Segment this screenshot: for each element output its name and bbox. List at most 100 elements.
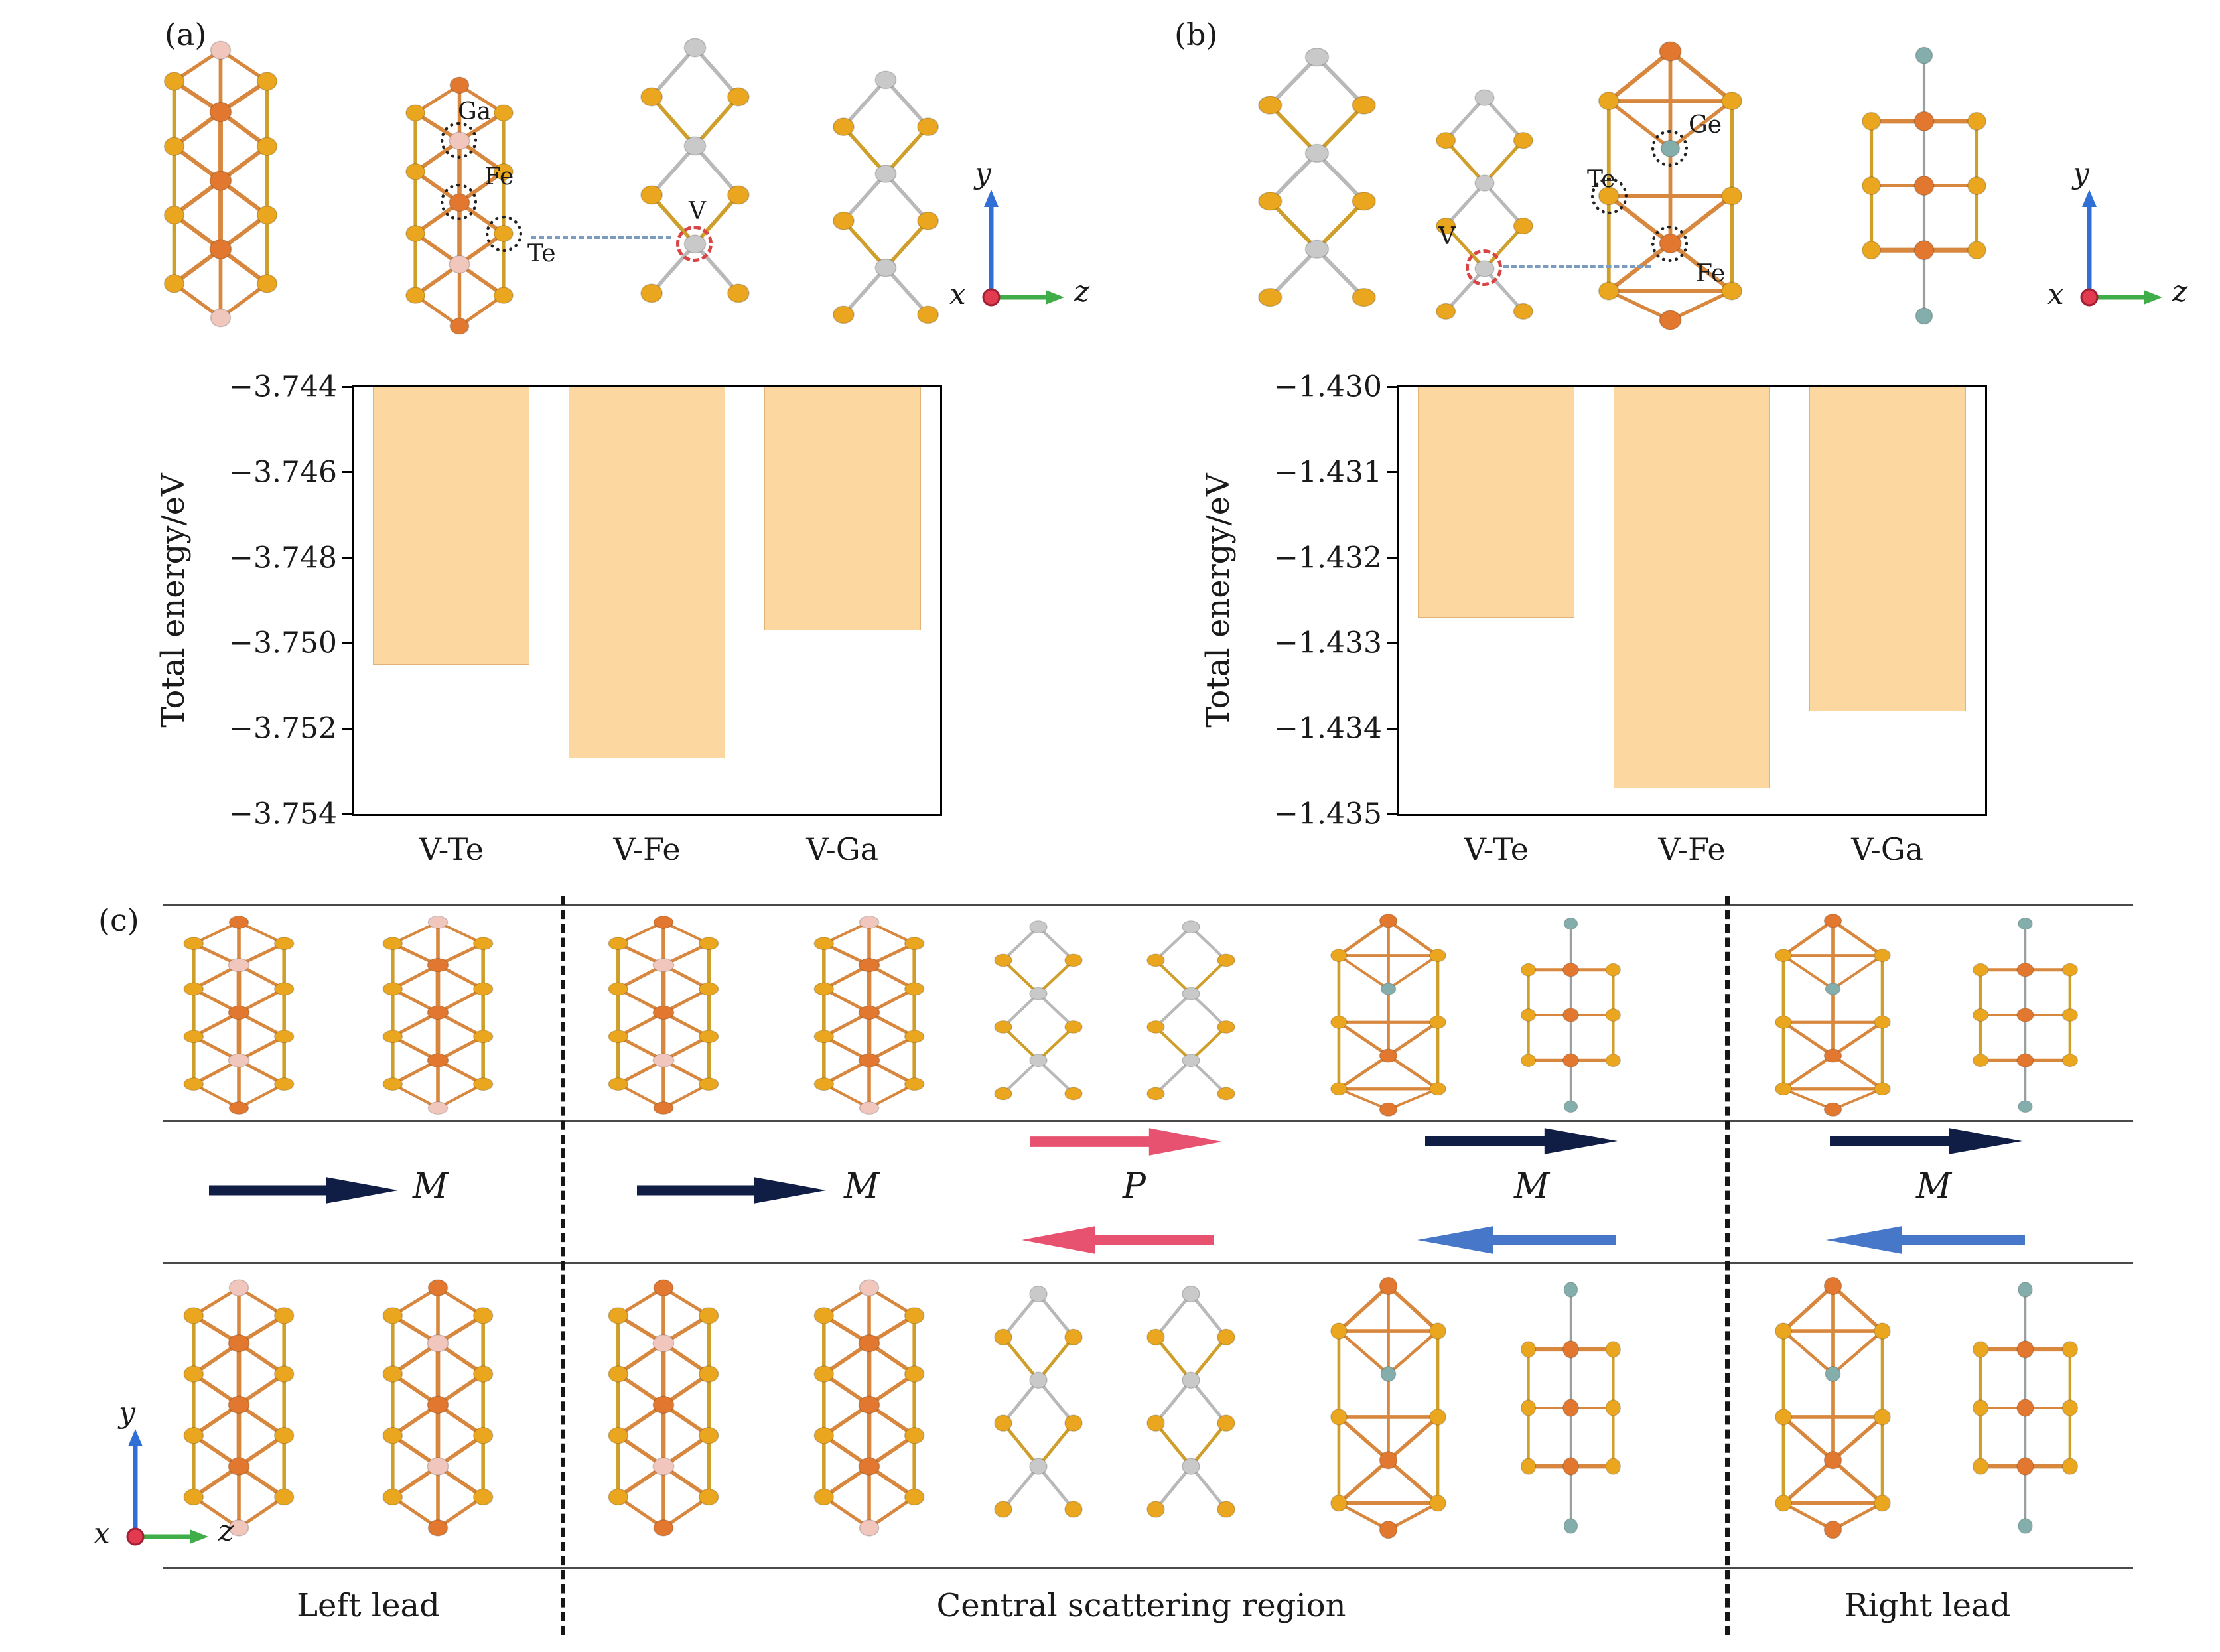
y-tick-label: −1.434	[1274, 711, 1382, 746]
region-boundary-line	[163, 1120, 2133, 1122]
magnetization-arrow-right	[637, 1176, 826, 1205]
molecule-structure	[1509, 910, 1632, 1120]
polarization-arrow-right	[1030, 1127, 1222, 1157]
magnetization-symbol: M	[413, 1166, 449, 1206]
total-energy-chart-a: −3.744 −3.746 −3.748 −3.750 −3.752 −3.754 V-Te…	[155, 370, 942, 867]
axis-indicator: y x z	[90, 1396, 249, 1550]
magnetization-symbol: M	[844, 1166, 880, 1206]
ge-highlight-circle	[1651, 130, 1688, 167]
bar-v-te	[1418, 387, 1575, 618]
exchange-dashed-line	[531, 236, 671, 239]
category-label: V-Te	[419, 831, 484, 867]
molecule-structure	[1848, 36, 2000, 335]
y-tick	[1387, 557, 1397, 559]
category-label: V-Fe	[613, 831, 681, 867]
region-boundary-line	[163, 1262, 2133, 1264]
y-tick-label: −1.435	[1274, 797, 1382, 831]
axis-arrows-icon	[982, 184, 1068, 307]
magnetization-arrow-left	[1417, 1225, 1616, 1255]
molecule-structure	[1961, 910, 2090, 1120]
y-axis-label: y	[2073, 157, 2089, 190]
molecule-structure	[176, 910, 302, 1120]
bar-v-ga	[1809, 387, 1966, 712]
fe-highlight-circle	[1651, 226, 1688, 262]
category-label: V-Ga	[1851, 831, 1924, 867]
y-tick	[342, 471, 352, 474]
atom-label-v: V	[1438, 223, 1456, 250]
atom-label-ga: Ga	[458, 98, 492, 125]
y-tick-label: −1.430	[1274, 370, 1382, 404]
category-label: V-Fe	[1658, 831, 1726, 867]
y-tick-label: −3.752	[229, 711, 337, 746]
y-tick	[1387, 471, 1397, 474]
molecule-structure	[1765, 1273, 1901, 1543]
right-lead-label: Right lead	[1844, 1587, 2011, 1624]
molecule-structure	[600, 1273, 727, 1543]
molecule-structure	[1141, 910, 1241, 1120]
magnetization-symbol: M	[1916, 1166, 1952, 1206]
bar-v-fe	[1614, 387, 1770, 789]
molecule-structure	[375, 1273, 501, 1543]
y-tick	[342, 385, 352, 388]
molecule-structure	[600, 910, 727, 1120]
y-tick-label: −3.744	[229, 370, 337, 404]
y-tick	[342, 557, 352, 559]
y-tick-label: −1.432	[1274, 541, 1382, 575]
x-axis-label: x	[2047, 277, 2064, 311]
bar-v-ga	[764, 387, 921, 631]
atom-label-fe: Fe	[1696, 260, 1726, 287]
magnetization-arrow-right	[1425, 1127, 1618, 1156]
magnetization-arrow-right	[1830, 1127, 2022, 1156]
ga-highlight-circle	[441, 122, 477, 159]
molecule-structure	[176, 1273, 302, 1543]
molecule-structure	[806, 910, 932, 1120]
z-axis-label: z	[218, 1514, 234, 1548]
magnetization-arrow-left	[1826, 1225, 2025, 1255]
y-axis-label: y	[975, 157, 991, 190]
axis-arrows-icon	[2080, 184, 2166, 307]
x-axis-label: x	[949, 277, 966, 311]
z-axis-label: z	[1074, 275, 1090, 309]
total-energy-chart-b: −1.430 −1.431 −1.432 −1.433 −1.434 −1.435 V-Te…	[1200, 370, 1987, 867]
molecule-structure	[1320, 910, 1456, 1120]
polarization-symbol: P	[1123, 1166, 1146, 1206]
polarization-arrow-left	[1022, 1225, 1214, 1255]
molecule-structure	[375, 910, 501, 1120]
y-tick-label: −3.750	[229, 626, 337, 660]
z-axis-label: z	[2172, 275, 2188, 309]
y-tick-label: −3.748	[229, 541, 337, 575]
y-axis-title: Total energy/eV	[155, 473, 192, 728]
y-axis-title: Total energy/eV	[1200, 473, 1237, 728]
y-tick	[1387, 385, 1397, 388]
te-highlight-circle	[1591, 178, 1628, 214]
magnetization-symbol: M	[1514, 1166, 1550, 1206]
molecule-structure	[156, 33, 285, 335]
exchange-dashed-line	[1503, 265, 1651, 268]
axis-arrows-icon	[126, 1424, 212, 1547]
v-highlight-circle	[1466, 249, 1502, 286]
x-axis-label: x	[94, 1517, 110, 1550]
lead-divider-dashed-line	[561, 896, 565, 1635]
atom-label-v: V	[689, 198, 706, 225]
molecule-structure	[1430, 76, 1539, 345]
panel-a-label: (a)	[165, 17, 207, 52]
molecule-structure	[1251, 33, 1383, 335]
category-label: V-Te	[1464, 831, 1529, 867]
central-scattering-region-label: Central scattering region	[936, 1587, 1346, 1624]
bar-v-fe	[569, 387, 725, 759]
magnetization-arrow-right	[209, 1176, 398, 1205]
atom-label-fe: Fe	[484, 163, 514, 190]
v-highlight-circle	[676, 226, 713, 262]
te-highlight-circle	[486, 216, 522, 252]
y-tick-label: −1.431	[1274, 455, 1382, 490]
y-tick	[1387, 727, 1397, 730]
molecule-structure	[989, 1273, 1088, 1543]
molecule-structure	[989, 910, 1088, 1120]
axis-indicator: y x z	[945, 157, 1105, 311]
molecule-structure	[1765, 910, 1901, 1120]
atom-label-ge: Ge	[1689, 111, 1722, 139]
molecule-structure	[634, 23, 756, 332]
region-boundary-line	[163, 904, 2133, 906]
atom-label-te: Te	[527, 240, 556, 267]
molecule-structure	[1141, 1273, 1241, 1543]
